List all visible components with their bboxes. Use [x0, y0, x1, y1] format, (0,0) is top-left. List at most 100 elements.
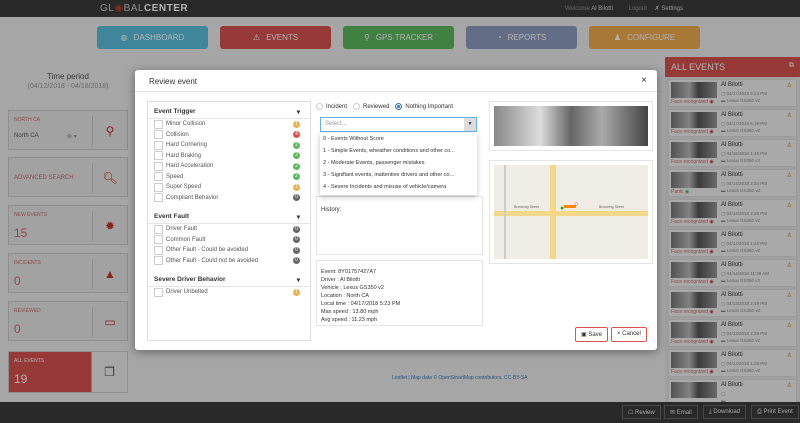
checkbox[interactable]	[154, 193, 163, 203]
filter-section-header[interactable]: Severe Driver Behavior ▾	[148, 270, 310, 287]
event-thumbnail[interactable]	[671, 292, 717, 308]
checkbox[interactable]	[154, 140, 163, 150]
score-option[interactable]: 0 - Events Without Score	[323, 136, 384, 142]
leaflet-link[interactable]: Leaflet	[392, 375, 408, 381]
caret-icon[interactable]: ▾	[296, 214, 300, 221]
nav-reports[interactable]: ◔ REPORTS	[466, 26, 577, 49]
filter-section-header[interactable]: Event Trigger ▾	[148, 102, 310, 119]
score-option[interactable]: 2 - Moderate Events, passenger mistakes	[323, 160, 425, 166]
checkbox[interactable]	[154, 182, 163, 192]
end-marker-icon[interactable]: ○	[574, 201, 579, 208]
start-marker-icon[interactable]: ●	[560, 205, 565, 212]
event-list-item[interactable]: Face recognized ◉ Al Bilotti ▢ 04/15/2018 …	[668, 139, 797, 167]
driver-icon[interactable]: ♙	[786, 173, 792, 179]
checkbox[interactable]	[154, 256, 163, 266]
filter-item[interactable]: Collision 4	[148, 130, 310, 141]
checkbox[interactable]	[154, 224, 163, 234]
nav-dashboard[interactable]: ◍ DASHBOARD	[97, 26, 208, 49]
event-map[interactable]: Browning Street Browning Street ● ○	[489, 160, 653, 264]
radio-reviewed[interactable]: Reviewed	[353, 103, 389, 110]
driver-icon[interactable]: ♙	[786, 383, 792, 389]
driver-icon[interactable]: ♙	[786, 233, 792, 239]
osm-link[interactable]: OpenStreetMap	[438, 375, 474, 381]
time-period[interactable]: Time period (04/12/2018 - 04/18/2018)	[8, 72, 128, 90]
event-list-item[interactable]: Face recognized ◉ Al Bilotti ▢ 04/13/2018 …	[668, 289, 797, 317]
event-thumbnail[interactable]	[671, 232, 717, 248]
checkbox[interactable]	[154, 172, 163, 182]
incidents-box[interactable]: INCIDENTS 0 ▲	[8, 253, 128, 293]
license-link[interactable]: CC-BY-SA	[504, 375, 528, 381]
checkbox[interactable]	[154, 235, 163, 245]
close-button[interactable]: ×	[641, 75, 647, 86]
settings-link[interactable]: ✗ Settings	[654, 6, 684, 12]
chevron-down-icon[interactable]: ▼	[464, 118, 476, 131]
filter-item[interactable]: Hard Acceleration 2	[148, 161, 310, 172]
score-select[interactable]: Select... ▼	[320, 117, 477, 132]
event-thumbnail[interactable]	[671, 262, 717, 278]
nav-events[interactable]: ⚠ EVENTS	[220, 26, 331, 49]
event-list-item[interactable]: Face recognized ◉ Al Bilotti ▢ 04/17/2018 …	[668, 109, 797, 137]
filter-item[interactable]: Hard Braking 2	[148, 151, 310, 162]
driver-icon[interactable]: ♙	[786, 113, 792, 119]
advanced-search[interactable]: ADVANCED SEARCH 🔍︎	[8, 157, 128, 197]
print-event-button[interactable]: ⎙ Print Event	[751, 405, 799, 419]
event-thumbnail[interactable]	[671, 142, 717, 158]
filter-item[interactable]: Common Fault 0	[148, 235, 310, 246]
checkbox[interactable]	[154, 119, 163, 129]
review-button[interactable]: ☖ Review	[622, 405, 661, 419]
event-thumbnail[interactable]	[671, 352, 717, 368]
driver-icon[interactable]: ♙	[786, 293, 792, 299]
refresh-icon[interactable]: ⧉	[789, 62, 794, 69]
checkbox[interactable]	[154, 130, 163, 140]
filter-item[interactable]: Speed 2	[148, 172, 310, 183]
driver-icon[interactable]: ♙	[786, 83, 792, 89]
location-icon[interactable]: ⚲	[92, 116, 127, 146]
caret-icon[interactable]: ▾	[296, 109, 300, 116]
filter-section-header[interactable]: Event Fault ▾	[148, 207, 310, 224]
event-list-item[interactable]: Panic ◉ Al Bilotti ▢ 04/14/2018 2:34 PM ▬ L…	[668, 169, 797, 197]
caret-icon[interactable]: ▾	[296, 277, 300, 284]
region-filter[interactable]: NORTH CA North CA ⊗ ▾ ⚲	[8, 110, 128, 150]
radio-incident[interactable]: Incident	[316, 103, 347, 110]
region-select[interactable]: North CA	[14, 133, 39, 139]
event-thumbnail[interactable]	[671, 382, 717, 398]
filter-item[interactable]: Super Speed 1	[148, 182, 310, 193]
reviewed-box[interactable]: REVIEWED 0 ▭	[8, 301, 128, 341]
event-list-item[interactable]: Face recognized ◉ Al Bilotti ▢ 04/14/2018 …	[668, 259, 797, 287]
save-button[interactable]: ▣ Save	[575, 327, 609, 342]
score-option[interactable]: 4 - Severe Incidents and misuse of vehic…	[323, 184, 447, 190]
checkbox[interactable]	[154, 287, 163, 297]
nav-gps-tracker[interactable]: ⚲ GPS TRACKER	[343, 26, 454, 49]
filter-item[interactable]: Other Fault - Could be avoided 0	[148, 245, 310, 256]
driver-icon[interactable]: ♙	[786, 353, 792, 359]
checkbox[interactable]	[154, 245, 163, 255]
email-button[interactable]: ✉ Email	[664, 405, 698, 419]
driver-icon[interactable]: ♙	[786, 143, 792, 149]
filter-item[interactable]: Other Fault - Could not be avoided 0	[148, 256, 310, 267]
driver-icon[interactable]: ♙	[786, 203, 792, 209]
event-thumbnail[interactable]	[671, 172, 717, 188]
filter-item[interactable]: Compliant Behavior 0	[148, 193, 310, 204]
cancel-button[interactable]: × Cancel	[611, 327, 647, 342]
score-option[interactable]: 1 - Simple Events, wheather conditions a…	[323, 148, 455, 154]
all-events-box[interactable]: ALL EVENTS 19 ❐	[8, 351, 128, 393]
radio-nothing-important[interactable]: Nothing Important	[395, 103, 453, 110]
checkbox[interactable]	[154, 161, 163, 171]
event-thumbnail[interactable]	[671, 202, 717, 218]
driver-icon[interactable]: ♙	[786, 263, 792, 269]
clear-icon[interactable]: ⊗ ▾	[67, 134, 77, 140]
event-thumbnail[interactable]	[671, 112, 717, 128]
nav-configure[interactable]: ♟ CONFIGURE	[589, 26, 700, 49]
radio-button[interactable]	[353, 103, 361, 110]
search-icon[interactable]: 🔍︎	[92, 163, 127, 193]
radio-button[interactable]	[316, 103, 323, 110]
new-events-box[interactable]: NEW EVENTS 15 ✹	[8, 205, 128, 245]
filter-item[interactable]: Minor Collision 1	[148, 119, 310, 130]
event-list-item[interactable]: Face recognized ◉ Al Bilotti ▢ 04/14/2018 …	[668, 229, 797, 257]
event-list-item[interactable]: Face recognized ◉ Al Bilotti ▢ 04/14/2018 …	[668, 199, 797, 227]
event-snapshot[interactable]	[489, 101, 653, 151]
filter-item[interactable]: Hard Cornering 2	[148, 140, 310, 151]
event-list-item[interactable]: Face recognized ◉ Al Bilotti ▢ 04/13/2018 …	[668, 319, 797, 347]
event-list-item[interactable]: Face recognized ◉ Al Bilotti ▢ 04/13/2018 …	[668, 349, 797, 377]
event-thumbnail[interactable]	[671, 322, 717, 338]
